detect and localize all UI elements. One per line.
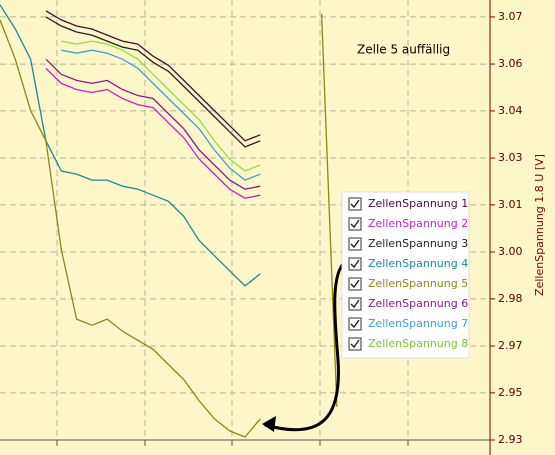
legend-label: ZellenSpannung 6 [368, 297, 468, 310]
legend-checkbox[interactable] [348, 317, 362, 331]
legend-label: ZellenSpannung 7 [368, 317, 468, 330]
legend-checkbox[interactable] [348, 257, 362, 271]
legend-check [350, 219, 360, 229]
legend-checkbox[interactable] [348, 217, 362, 231]
legend-check [350, 279, 360, 289]
legend-label: ZellenSpannung 3 [368, 237, 468, 250]
arrow [264, 260, 347, 432]
y-tick-label: 3.03 [498, 151, 523, 164]
y-tick-label: 3.07 [498, 10, 523, 23]
grid [0, 16, 495, 441]
legend-checkbox[interactable] [348, 277, 362, 291]
legend-checkbox[interactable] [348, 237, 362, 251]
y-tick-label: 3.00 [498, 245, 523, 258]
legend-label: ZellenSpannung 2 [368, 217, 468, 230]
legend-label: ZellenSpannung 8 [368, 337, 468, 350]
legend-check [350, 339, 360, 349]
legend-check [350, 199, 360, 209]
series-line [45, 10, 261, 142]
y-tick-label: 3.06 [498, 57, 523, 70]
series-line [45, 58, 261, 190]
y-tick-label: 2.98 [498, 292, 523, 305]
y-tick-label: 3.01 [498, 198, 523, 211]
legend-check [350, 259, 360, 269]
legend-checkbox[interactable] [348, 297, 362, 311]
series-line [0, 4, 261, 287]
series-line [0, 13, 338, 438]
legend-check [350, 299, 360, 309]
legend-check [350, 239, 360, 249]
series-line [45, 16, 261, 148]
legend-check [350, 319, 360, 329]
legend-label: ZellenSpannung 5 [368, 277, 468, 290]
x-ticks [56, 440, 409, 446]
y-tick-label: 2.97 [498, 339, 523, 352]
y-tick-label: 2.95 [498, 386, 523, 399]
legend: ZellenSpannung 1 ZellenSpannung 2 ZellenSp… [341, 191, 470, 359]
series-line [45, 67, 261, 199]
arrow-head [262, 416, 276, 432]
y-tick-label: 2.93 [498, 433, 523, 446]
legend-checkbox[interactable] [348, 197, 362, 211]
annotation: Zelle 5 auffällig [357, 43, 450, 57]
legend-box [341, 191, 470, 359]
series-line [61, 49, 261, 181]
legend-label: ZellenSpannung 1 [368, 197, 468, 210]
legend-checkbox[interactable] [348, 337, 362, 351]
y-axis-title: ZellenSpannung 1.8 U [V] [533, 154, 546, 296]
lines [0, 4, 338, 438]
y-tick-label: 3.04 [498, 104, 523, 117]
legend-label: ZellenSpannung 4 [368, 257, 468, 270]
